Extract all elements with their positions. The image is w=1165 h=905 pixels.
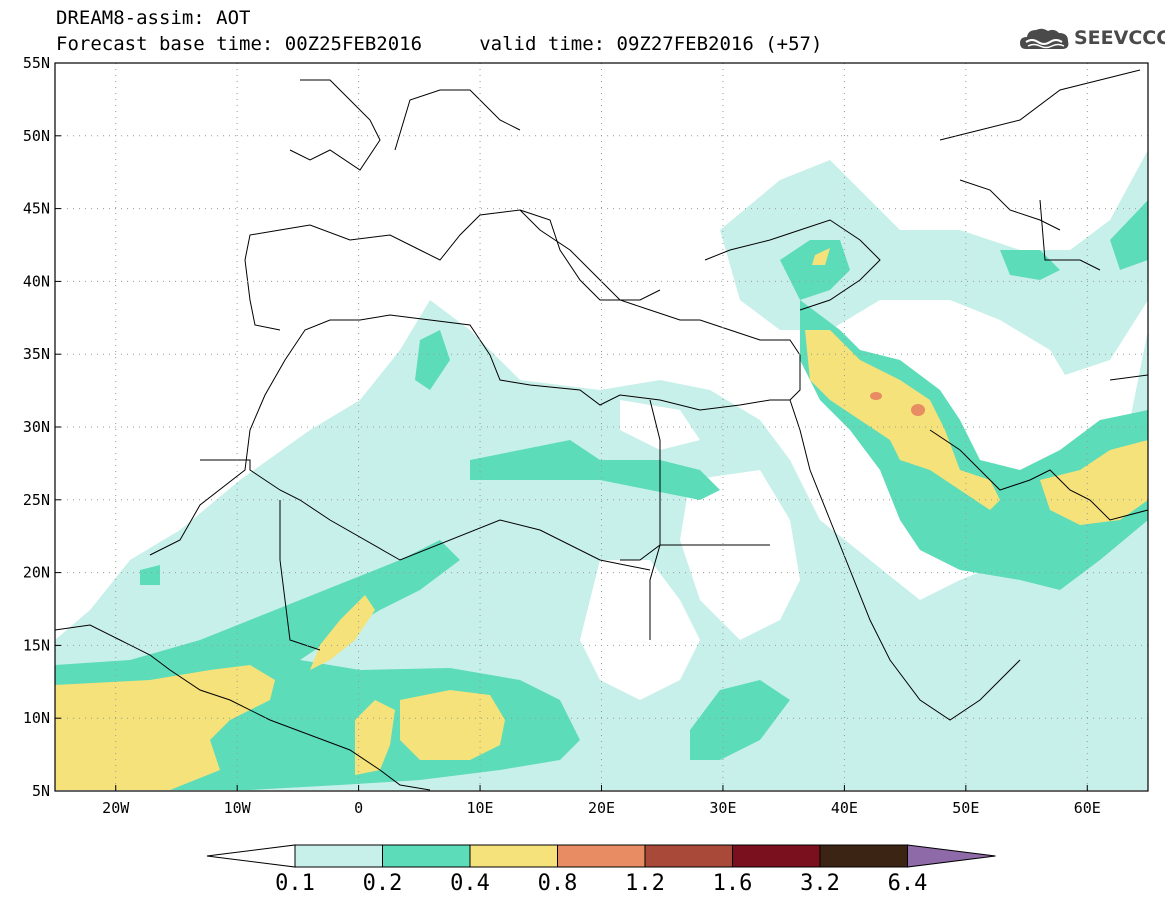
lon-tick-label: 0 bbox=[354, 799, 363, 817]
colorbar-swatch bbox=[382, 844, 471, 868]
lat-tick-label: 10N bbox=[23, 709, 50, 727]
cloud-icon bbox=[1020, 28, 1069, 49]
aot-level-below bbox=[580, 320, 1080, 700]
lon-tick-label: 20E bbox=[588, 799, 615, 817]
lat-tick-label: 25N bbox=[23, 491, 50, 509]
lon-tick-label: 10E bbox=[467, 799, 494, 817]
colorbar-swatch bbox=[819, 844, 908, 868]
lat-tick-label: 5N bbox=[32, 782, 50, 800]
lat-tick-label: 50N bbox=[23, 127, 50, 145]
colorbar-label: 3.2 bbox=[800, 871, 840, 896]
lon-tick-label: 50E bbox=[952, 799, 979, 817]
colorbar-arrow-high bbox=[907, 844, 996, 868]
colorbar-swatch bbox=[294, 844, 383, 868]
chart-title: DREAM8-assim: AOT bbox=[56, 7, 251, 29]
lat-tick-label: 15N bbox=[23, 636, 50, 654]
colorbar-label: 1.2 bbox=[625, 871, 665, 896]
forecast-time-subtitle: Forecast base time: 00Z25FEB2016 valid t… bbox=[56, 33, 823, 55]
lat-tick-label: 45N bbox=[23, 200, 50, 218]
aot-contours bbox=[55, 150, 1148, 790]
lon-tick-label: 30E bbox=[709, 799, 736, 817]
colorbar-label: 0.1 bbox=[275, 871, 315, 896]
lat-tick-label: 35N bbox=[23, 345, 50, 363]
longitude-labels: 20W 10W 0 10E 20E 30E 40E 50E 60E bbox=[102, 785, 1101, 817]
latitude-labels: 5N 10N 15N 20N 25N 30N 35N 40N 45N 50N 55N bbox=[23, 54, 61, 800]
colorbar-arrow-low bbox=[206, 844, 296, 868]
colorbar-label: 0.2 bbox=[363, 871, 403, 896]
colorbar-label: 0.4 bbox=[450, 871, 490, 896]
lat-tick-label: 20N bbox=[23, 564, 50, 582]
colorbar: 0.1 0.2 0.4 0.8 1.2 1.6 3.2 6.4 bbox=[206, 844, 996, 896]
colorbar-swatch bbox=[644, 844, 733, 868]
colorbar-label: 6.4 bbox=[888, 871, 928, 896]
lon-tick-label: 60E bbox=[1074, 799, 1101, 817]
lat-tick-label: 30N bbox=[23, 418, 50, 436]
seevccc-logo: SEEVCCC bbox=[1018, 25, 1165, 55]
colorbar-label: 1.6 bbox=[713, 871, 753, 896]
lon-tick-label: 20W bbox=[102, 799, 130, 817]
colorbar-swatch bbox=[557, 844, 646, 868]
gridlines bbox=[55, 63, 1148, 791]
colorbar-swatch bbox=[732, 844, 821, 868]
lat-tick-label: 55N bbox=[23, 54, 50, 72]
colorbar-label: 0.8 bbox=[538, 871, 578, 896]
lon-tick-label: 10W bbox=[224, 799, 252, 817]
lon-tick-label: 40E bbox=[831, 799, 858, 817]
logo-text: SEEVCCC bbox=[1074, 27, 1165, 49]
aot-level-0.8 bbox=[870, 392, 925, 416]
colorbar-swatch bbox=[469, 844, 558, 868]
lat-tick-label: 40N bbox=[23, 272, 50, 290]
aot-map: 5N 10N 15N 20N 25N 30N 35N 40N 45N 50N 55N 20W 10W 0… bbox=[23, 54, 1149, 817]
coastlines bbox=[55, 69, 1148, 791]
